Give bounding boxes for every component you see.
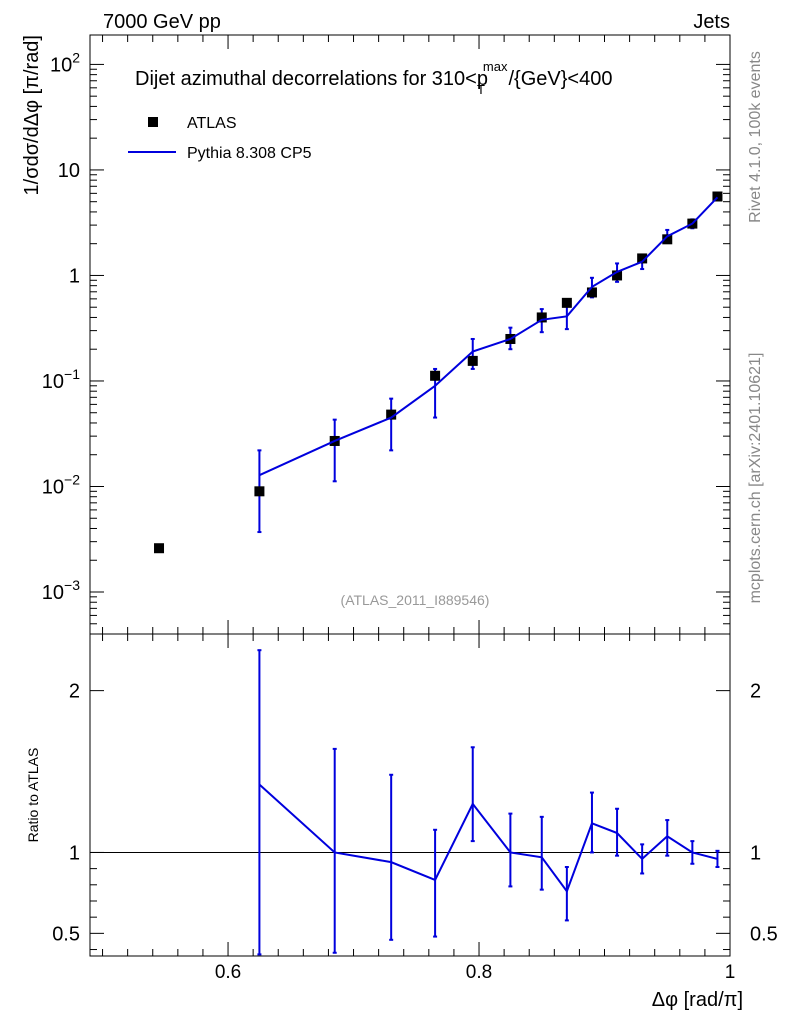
axis-ticks [90, 35, 731, 956]
atlas-point [561, 297, 572, 308]
atlas-point [254, 486, 265, 497]
atlas-point [712, 191, 723, 202]
atlas-point [430, 370, 441, 381]
rivet-label: Rivet 4.1.0, 100k events [747, 51, 764, 223]
atlas-point [154, 543, 165, 554]
ratio-tick-label: 1 [69, 842, 80, 864]
x-tick-label: 1 [725, 962, 736, 983]
main-frame [89, 34, 731, 635]
ratio-tick-label-right: 1 [750, 842, 761, 864]
ratio-frame [89, 633, 731, 957]
chart-title-tail: /{GeV}<400 [508, 68, 612, 90]
y-tick-label: 10−1 [42, 366, 80, 393]
atlas-point [637, 253, 648, 264]
y-axis-label: 1/σdσ/dΔφ [π/rad] [21, 35, 43, 195]
atlas-point [386, 409, 397, 420]
atlas-point [586, 287, 597, 298]
atlas-point [536, 312, 547, 323]
y-tick-label: 10 [58, 160, 80, 182]
ratio-tick-label-right: 0.5 [750, 923, 778, 945]
atlas-point [467, 355, 478, 366]
main-series [154, 191, 723, 554]
y-tick-label: 102 [50, 49, 80, 76]
mcplots-label: mcplots.cern.ch [arXiv:2401.10621] [747, 353, 764, 604]
ratio-y-axis-label: Ratio to ATLAS [25, 748, 41, 843]
x-tick-label: 0.6 [215, 962, 241, 983]
legend-marker-atlas [148, 117, 158, 127]
x-tick-label: 0.8 [466, 962, 492, 983]
category-label: Jets [693, 11, 730, 33]
axis-tick-labels: 0.6 0.8 1 10−3 10−2 10−1 1 10 102 0.5 0.5 1 1 2 2 [42, 49, 778, 983]
ratio-tick-label-right: 2 [750, 681, 761, 703]
y-tick-label: 10−3 [42, 577, 80, 604]
ratio-series [257, 649, 720, 956]
ratio-tick-label: 2 [69, 681, 80, 703]
mc-line [258, 196, 719, 477]
y-tick-label: 1 [69, 265, 80, 287]
chart-title-main: Dijet azimuthal decorrelations for 310<p [135, 68, 488, 90]
chart-title-sup: max [483, 59, 508, 74]
chart-title: Dijet azimuthal decorrelations for 310<p… [135, 59, 612, 97]
analysis-label: (ATLAS_2011_I889546) [341, 592, 490, 608]
atlas-point [612, 270, 623, 281]
y-tick-label: 10−2 [42, 471, 80, 498]
legend-label-atlas: ATLAS [187, 115, 237, 132]
ratio-line [258, 783, 718, 894]
collision-label: 7000 GeV pp [103, 11, 221, 33]
x-axis-label: Δφ [rad/π] [652, 989, 743, 1011]
ratio-tick-label: 0.5 [52, 923, 80, 945]
atlas-point [662, 234, 673, 245]
legend-label-pythia: Pythia 8.308 CP5 [187, 145, 312, 162]
chart-title-sub: T [477, 82, 485, 97]
